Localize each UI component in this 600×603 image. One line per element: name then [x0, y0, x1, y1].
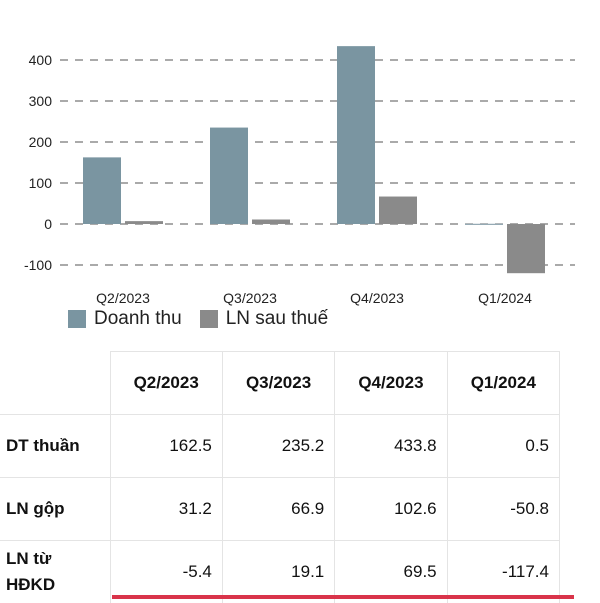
x-tick-label: Q3/2023 [223, 290, 277, 306]
x-tick-label: Q2/2023 [96, 290, 150, 306]
chart-legend: Doanh thu LN sau thuế [68, 308, 346, 330]
bar-revenue [337, 46, 375, 224]
x-tick-label: Q1/2024 [478, 290, 532, 306]
table-header-cell: Q2/2023 [110, 352, 222, 415]
bar-revenue [83, 157, 121, 224]
bar-profit [252, 219, 290, 224]
table-row-label: LN từ HĐKD [0, 541, 110, 603]
table-header-cell: Q1/2024 [447, 352, 559, 415]
table-cell: 433.8 [335, 415, 447, 478]
x-tick-label: Q4/2023 [350, 290, 404, 306]
bar-profit [379, 197, 417, 224]
table-cell: -117.4 [447, 541, 559, 603]
y-tick-label: -100 [24, 257, 52, 273]
table-cell: -5.4 [110, 541, 222, 603]
table-cell: 66.9 [222, 478, 334, 541]
table-cell: 31.2 [110, 478, 222, 541]
table-row: DT thuần 162.5 235.2 433.8 0.5 [0, 415, 560, 478]
legend-label-profit: LN sau thuế [226, 308, 328, 330]
table-cell: 0.5 [447, 415, 559, 478]
y-tick-label: 200 [29, 134, 53, 150]
table-cell: 235.2 [222, 415, 334, 478]
table-cell: 102.6 [335, 478, 447, 541]
table-row: LN từ HĐKD -5.4 19.1 69.5 -117.4 [0, 541, 560, 603]
bar-profit [125, 221, 163, 224]
legend-item-revenue: Doanh thu [68, 308, 182, 330]
y-tick-label: 300 [29, 93, 53, 109]
bar-revenue [465, 224, 503, 225]
table-cell: 19.1 [222, 541, 334, 603]
bar-chart: -100 0 100 200 300 400 Q2/2023 Q3/2023 Q4/2023 Q1… [0, 0, 600, 345]
table-header-cell: Q3/2023 [222, 352, 334, 415]
accent-underline [112, 595, 574, 599]
table-cell: -50.8 [447, 478, 559, 541]
y-tick-label: 400 [29, 52, 53, 68]
legend-swatch-revenue [68, 310, 86, 328]
legend-item-profit: LN sau thuế [200, 308, 328, 330]
bar-revenue [210, 128, 248, 224]
table-cell: 69.5 [335, 541, 447, 603]
table-header-row: Q2/2023 Q3/2023 Q4/2023 Q1/2024 [0, 352, 560, 415]
financial-table: Q2/2023 Q3/2023 Q4/2023 Q1/2024 DT thuần… [0, 351, 560, 603]
legend-label-revenue: Doanh thu [94, 308, 182, 330]
table-header-cell-empty [0, 352, 110, 415]
table-cell: 162.5 [110, 415, 222, 478]
table-row-label: DT thuần [0, 415, 110, 478]
y-tick-label: 0 [44, 216, 52, 232]
table-header-cell: Q4/2023 [335, 352, 447, 415]
bar-profit [507, 224, 545, 273]
table-row: LN gộp 31.2 66.9 102.6 -50.8 [0, 478, 560, 541]
y-tick-label: 100 [29, 175, 53, 191]
legend-swatch-profit [200, 310, 218, 328]
table-row-label: LN gộp [0, 478, 110, 541]
